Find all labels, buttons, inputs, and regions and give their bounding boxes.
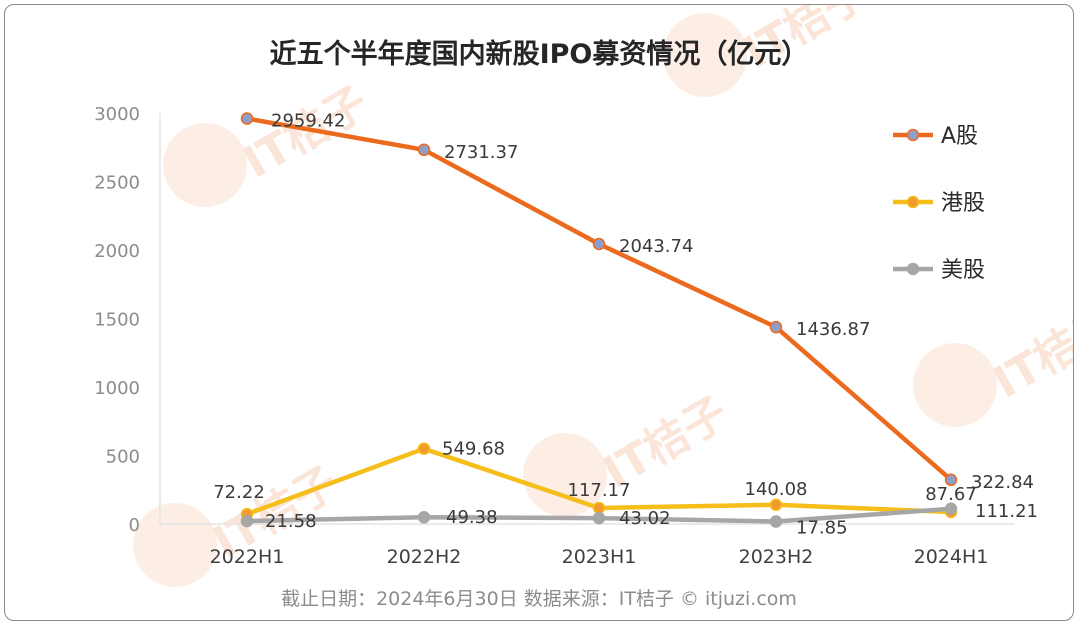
data-point — [769, 515, 783, 528]
y-tick-label: 1000 — [94, 378, 140, 399]
data-point — [769, 320, 783, 334]
data-label: 87.67 — [925, 484, 977, 505]
data-point — [240, 514, 254, 528]
watermark-logo-icon — [163, 123, 247, 207]
y-tick-label: 500 — [106, 447, 140, 468]
watermark-logo-icon — [913, 343, 997, 427]
data-point — [944, 473, 958, 487]
y-tick-label: 1500 — [94, 310, 140, 331]
data-point — [592, 501, 606, 515]
x-tick-label: 2024H1 — [914, 546, 989, 568]
watermark-logo-icon — [523, 433, 607, 517]
data-label: 549.68 — [442, 439, 505, 460]
watermark-text: IT桔子 — [985, 297, 1073, 408]
data-label: 21.58 — [265, 511, 317, 532]
chart-title: 近五个半年度国内新股IPO募资情况（亿元） — [270, 38, 809, 70]
y-tick-label: 3000 — [94, 104, 140, 125]
data-label: 322.84 — [971, 472, 1034, 493]
y-tick-label: 0 — [129, 515, 140, 536]
x-tick-label: 2023H2 — [739, 546, 814, 568]
watermark-logo-icon — [133, 503, 217, 587]
data-point — [417, 510, 431, 524]
x-tick-label: 2023H1 — [562, 546, 637, 568]
y-tick-label: 2000 — [94, 241, 140, 262]
data-label: 111.21 — [975, 501, 1038, 522]
data-label: 72.22 — [213, 482, 265, 503]
legend-marker-1 — [906, 195, 920, 209]
data-point — [417, 442, 431, 455]
series-line-0 — [244, 116, 954, 483]
legend-label-0: A股 — [941, 124, 978, 149]
data-point — [944, 502, 958, 516]
data-label: 2959.42 — [271, 111, 345, 132]
legend-marker-0 — [906, 128, 920, 142]
data-label: 140.08 — [745, 479, 808, 500]
data-label: 49.38 — [446, 507, 498, 528]
x-tick-label: 2022H1 — [210, 546, 285, 568]
data-label: 2731.37 — [444, 142, 518, 163]
watermark-text: IT桔子 — [235, 77, 377, 188]
data-point — [240, 112, 254, 125]
data-point — [592, 511, 606, 525]
chart-canvas: IT桔子IT桔子IT桔子IT桔子IT桔子近五个半年度国内新股IPO募资情况（亿元… — [94, 5, 1073, 610]
data-label: 43.02 — [619, 508, 671, 529]
data-label: 117.17 — [568, 480, 631, 501]
y-tick-label: 2500 — [94, 173, 140, 194]
legend-label-1: 港股 — [941, 191, 985, 216]
data-label: 2043.74 — [619, 236, 693, 257]
watermark-logo-icon — [663, 13, 747, 97]
chart-frame: IT桔子 IT桔子 IT桔子 IT桔子 IT桔子 近五个半年度国内新股IPO募资情况（亿元… — [4, 4, 1074, 621]
data-point — [592, 237, 606, 251]
x-tick-label: 2022H2 — [387, 546, 462, 568]
data-point — [417, 143, 431, 157]
legend-label-2: 美股 — [941, 258, 985, 283]
data-label: 1436.87 — [796, 319, 870, 340]
legend-marker-2 — [906, 262, 920, 276]
data-label: 17.85 — [796, 518, 848, 539]
footer-source: 截止日期：2024年6月30日 数据来源：IT桔子 © itjuzi.com — [281, 588, 797, 610]
data-point — [769, 498, 783, 512]
